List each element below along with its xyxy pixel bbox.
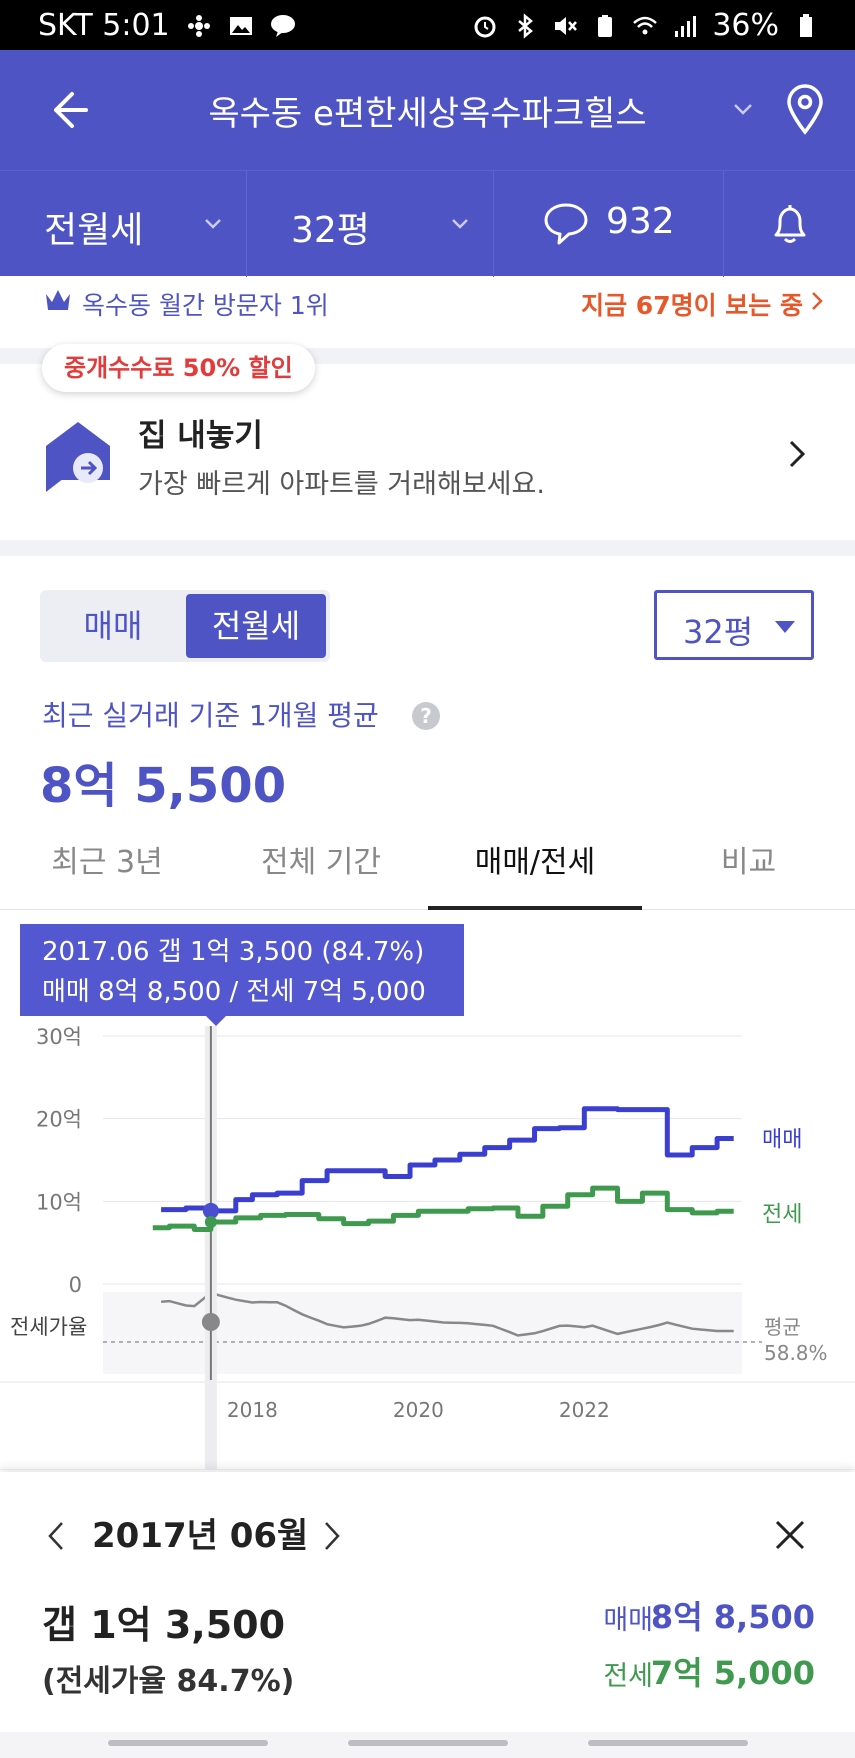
- detail-rent-label: 전세: [603, 1661, 653, 1692]
- y-tick-label: 0: [69, 1273, 82, 1297]
- carrier-time: SKT 5:01: [38, 8, 170, 43]
- ratio-average-value: 58.8%: [764, 1341, 828, 1365]
- size-select[interactable]: 32평: [654, 590, 814, 660]
- detail-sale-label: 매매: [603, 1605, 653, 1636]
- ratio-line: [161, 1291, 734, 1337]
- close-icon[interactable]: [773, 1518, 807, 1552]
- apartment-title[interactable]: 옥수동 e편한세상옥수파크힐스: [208, 94, 647, 134]
- size-select-value: 32평: [683, 613, 754, 651]
- toggle-sale[interactable]: 매매: [83, 607, 143, 645]
- back-arrow-icon[interactable]: [44, 80, 104, 140]
- comment-count: 932: [606, 201, 675, 242]
- selected-ratio-point: [201, 1313, 220, 1331]
- section-divider: [0, 540, 855, 556]
- caret-down-icon: [775, 621, 795, 633]
- status-bar: SKT 5:01 36%: [0, 0, 855, 50]
- detail-sheet: 2017년 06월 갭 1억 3,500 (전세가율 84.7%) 매매 8억 …: [0, 1472, 855, 1732]
- tab-all-period[interactable]: 전체 기간: [261, 845, 381, 880]
- y-tick-label: 30억: [36, 1025, 82, 1049]
- chevron-down-icon: [205, 219, 221, 229]
- size-dropdown[interactable]: 32평: [247, 171, 494, 277]
- filter-bar: 전월세 32평 932: [0, 170, 855, 277]
- series-line-rent: [152, 1185, 734, 1232]
- y-tick-label: 20억: [36, 1108, 82, 1132]
- ratio-average-label: 평균: [764, 1315, 801, 1339]
- list-house-title: 집 내놓기: [138, 418, 263, 454]
- gallery-icon: [229, 16, 252, 35]
- alarm-icon: [474, 16, 496, 37]
- notification-button[interactable]: [724, 171, 855, 277]
- speech-bubble-icon: [544, 203, 588, 245]
- chevron-right-icon[interactable]: [807, 290, 827, 312]
- chevron-down-icon[interactable]: [728, 94, 758, 124]
- nav-back-button[interactable]: [588, 1740, 748, 1746]
- notification-icon: [187, 14, 210, 37]
- fee-discount-badge: 중개수수료 50% 할인: [42, 344, 315, 392]
- house-icon: [46, 422, 110, 492]
- y-tick-label: 10억: [36, 1190, 82, 1214]
- talk-icon: [270, 14, 295, 37]
- chevron-down-icon: [452, 219, 468, 229]
- series-label-sale: 매매: [762, 1128, 802, 1153]
- battery-saver-icon: [598, 14, 613, 37]
- tooltip-line1: 2017.06 갭 1억 3,500 (84.7%): [42, 937, 425, 967]
- bell-icon: [774, 205, 806, 243]
- detail-rent-value: 7억 5,000: [650, 1654, 815, 1692]
- system-nav-bar: [0, 1732, 855, 1758]
- detail-month: 2017년 06월: [92, 1516, 309, 1556]
- nav-home-button[interactable]: [348, 1740, 508, 1746]
- series-label-rent: 전세: [762, 1202, 802, 1227]
- deal-type-toggle: 매매 전월세: [40, 590, 330, 662]
- next-month-icon[interactable]: [322, 1520, 342, 1552]
- chevron-right-icon: [789, 440, 806, 468]
- wifi-icon: [633, 16, 658, 34]
- signal-icon: [675, 15, 697, 37]
- mute-icon: [555, 16, 578, 35]
- detail-gap: 갭 1억 3,500: [42, 1603, 286, 1647]
- tab-sale-rent[interactable]: 매매/전세: [428, 830, 642, 910]
- average-value: 8억 5,500: [40, 758, 287, 814]
- comments-button[interactable]: 932: [494, 171, 724, 277]
- list-house-desc: 가장 빠르게 아파트를 거래해보세요.: [138, 469, 545, 500]
- map-pin-icon[interactable]: [784, 82, 826, 136]
- ratio-panel: [103, 1292, 742, 1374]
- battery-icon: [800, 13, 812, 37]
- size-label: 32평: [291, 210, 370, 251]
- chart-tooltip: 2017.06 갭 1억 3,500 (84.7%) 매매 8억 8,500 /…: [20, 924, 464, 1016]
- visitor-rank: 옥수동 월간 방문자 1위: [82, 291, 329, 320]
- app-header: 옥수동 e편한세상옥수파크힐스: [0, 50, 855, 170]
- help-icon[interactable]: ?: [412, 702, 440, 730]
- nav-recent-button[interactable]: [108, 1740, 268, 1746]
- crown-icon: [46, 290, 70, 310]
- ratio-label: 전세가율: [10, 1315, 87, 1339]
- x-tick-label: 2018: [227, 1398, 278, 1422]
- deal-type-label: 전월세: [44, 210, 144, 251]
- selected-sale-point: [202, 1202, 219, 1219]
- watching-now-link[interactable]: 지금 67명이 보는 중: [581, 291, 803, 320]
- detail-ratio: (전세가율 84.7%): [42, 1664, 295, 1699]
- detail-sale-value: 8억 8,500: [650, 1598, 815, 1636]
- selected-rent-point: [204, 1216, 217, 1228]
- visitor-info-row: 옥수동 월간 방문자 1위 지금 67명이 보는 중: [0, 276, 855, 348]
- deal-type-dropdown[interactable]: 전월세: [0, 171, 247, 277]
- tab-recent-3y[interactable]: 최근 3년: [51, 845, 163, 880]
- tooltip-line2: 매매 8억 8,500 / 전세 7억 5,000: [42, 977, 426, 1007]
- x-tick-label: 2020: [393, 1398, 444, 1422]
- battery-percent: 36%: [712, 8, 779, 43]
- tooltip-tail: [206, 1016, 226, 1026]
- x-tick-label: 2022: [559, 1398, 610, 1422]
- list-house-banner[interactable]: 중개수수료 50% 할인 집 내놓기 가장 빠르게 아파트를 거래해보세요.: [0, 344, 855, 540]
- average-label: 최근 실거래 기준 1개월 평균: [42, 699, 379, 732]
- toggle-rent[interactable]: 전월세: [186, 594, 326, 658]
- prev-month-icon[interactable]: [46, 1520, 66, 1552]
- series-line-sale: [161, 1106, 734, 1214]
- tab-compare[interactable]: 비교: [720, 845, 777, 880]
- period-tabs: 최근 3년 전체 기간 매매/전세 비교: [0, 830, 855, 910]
- bluetooth-icon: [518, 12, 534, 39]
